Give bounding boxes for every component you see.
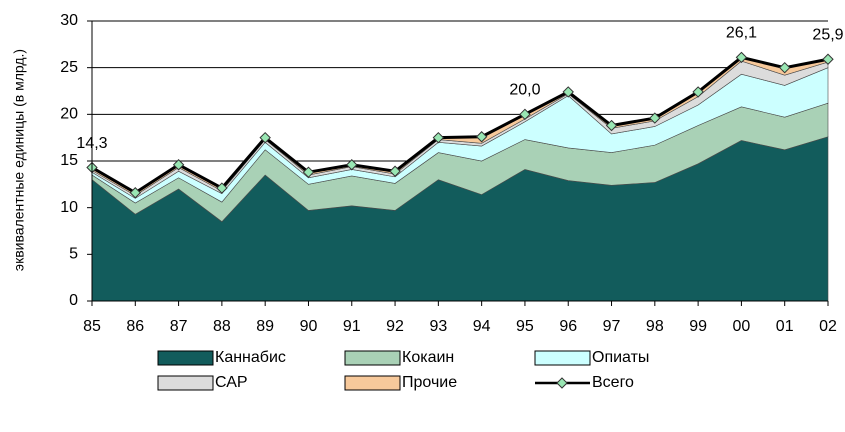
x-tick-label: 00 <box>733 318 751 335</box>
x-tick-label: 87 <box>170 318 188 335</box>
x-tick-label: 01 <box>776 318 794 335</box>
marker <box>519 108 531 121</box>
x-tick-label: 89 <box>256 318 274 335</box>
x-tick-label: 88 <box>213 318 231 335</box>
legend-swatch <box>157 350 214 366</box>
marker <box>129 187 142 199</box>
y-tick-label: 25 <box>60 59 78 76</box>
marker <box>735 51 748 64</box>
legend-label: Всего <box>592 374 634 391</box>
marker <box>822 53 834 65</box>
legend-label: Прочие <box>402 374 457 391</box>
legend-label: Каннабис <box>215 349 286 366</box>
legend-swatch <box>344 375 401 391</box>
legend-swatch <box>157 375 214 391</box>
marker <box>605 119 618 132</box>
y-tick-label: 20 <box>60 106 78 123</box>
legend-label: Опиаты <box>592 349 649 366</box>
marker <box>649 112 661 124</box>
marker <box>562 86 574 98</box>
marker <box>692 86 704 98</box>
marker <box>259 131 271 144</box>
legend-label: САР <box>215 374 248 391</box>
y-axis-label: эквивалентные единицы (в млрд.) <box>11 49 27 271</box>
total-line <box>91 55 829 195</box>
x-tick-label: 91 <box>343 318 361 335</box>
x-tick-label: 02 <box>819 318 837 335</box>
y-tick-label: 0 <box>69 292 78 309</box>
legend-swatch <box>344 350 401 366</box>
marker <box>216 182 228 194</box>
data-label: 26,1 <box>726 25 757 42</box>
data-label: 25,9 <box>812 26 843 43</box>
x-tick-label: 92 <box>386 318 404 335</box>
x-tick-label: 86 <box>126 318 144 335</box>
x-tick-label: 99 <box>689 318 707 335</box>
legend-marker <box>556 377 568 389</box>
x-tick-label: 94 <box>473 318 491 335</box>
y-tick-label: 15 <box>60 152 78 169</box>
x-tick-label: 95 <box>516 318 534 335</box>
y-tick-label: 10 <box>60 199 78 216</box>
marker <box>389 165 401 177</box>
data-label: 20,0 <box>509 82 540 99</box>
marker <box>432 131 445 144</box>
marker <box>778 61 791 74</box>
marker <box>475 131 488 143</box>
x-tick-label: 96 <box>559 318 577 335</box>
legend-swatch <box>534 350 591 366</box>
x-tick-label: 98 <box>646 318 664 335</box>
legend-label: Кокаин <box>402 349 454 366</box>
y-tick-label: 5 <box>69 246 78 263</box>
x-tick-label: 85 <box>83 318 101 335</box>
x-tick-label: 97 <box>603 318 621 335</box>
marker <box>346 159 358 171</box>
x-tick-label: 90 <box>300 318 318 335</box>
marker <box>302 166 315 178</box>
y-tick-label: 30 <box>60 12 78 29</box>
x-tick-label: 93 <box>429 318 447 335</box>
marker <box>172 159 185 171</box>
